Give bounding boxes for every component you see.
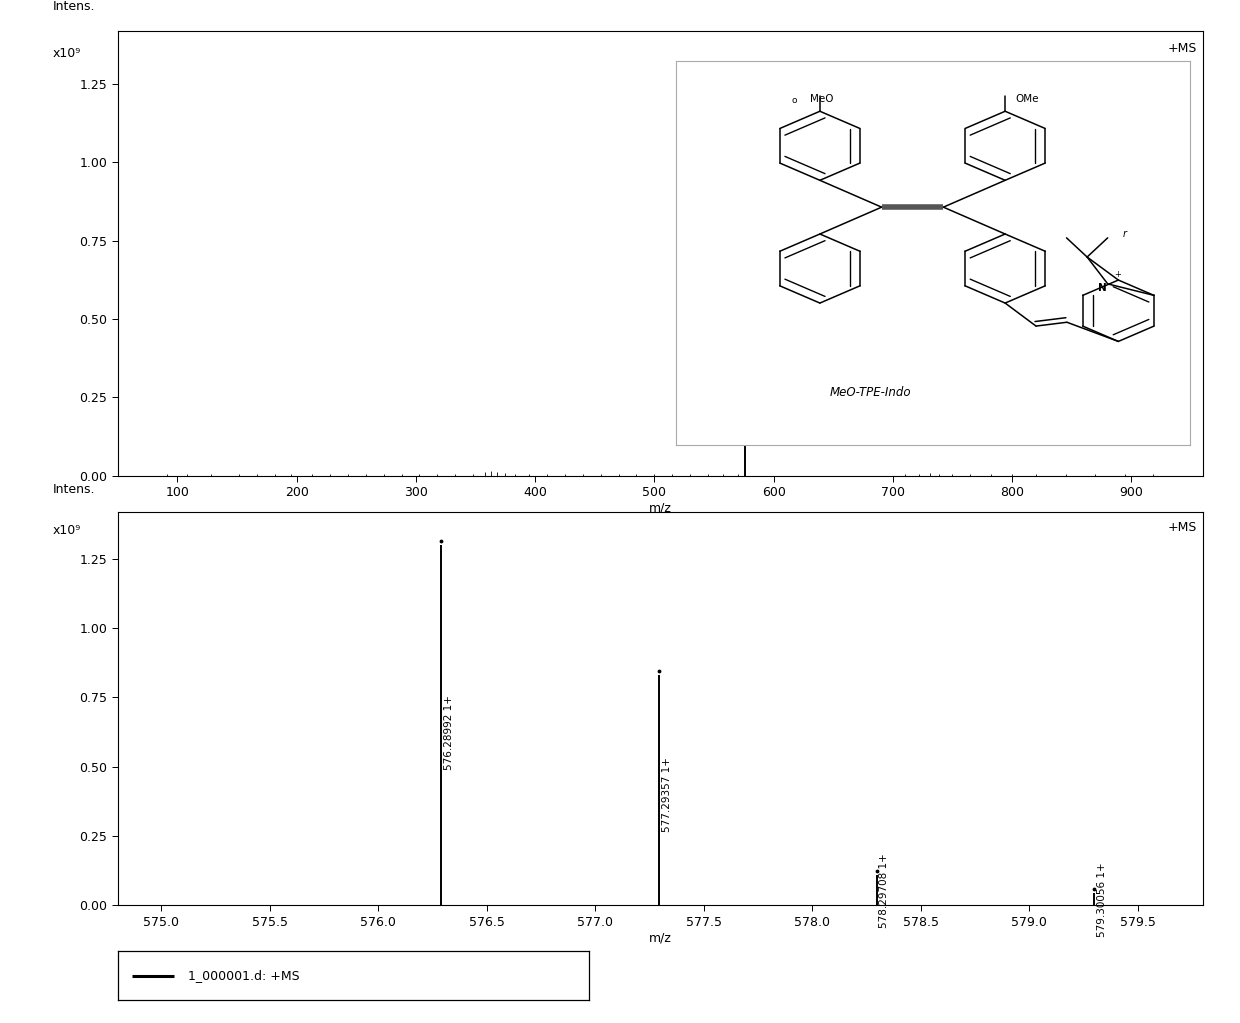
Text: MeO: MeO — [810, 93, 833, 103]
Text: 578.29708 1+: 578.29708 1+ — [879, 853, 889, 928]
Text: Intens.: Intens. — [52, 483, 95, 496]
Text: +MS: +MS — [1168, 42, 1198, 55]
Text: x10⁹: x10⁹ — [52, 47, 81, 59]
X-axis label: m/z: m/z — [649, 502, 672, 515]
Text: r: r — [1123, 229, 1127, 239]
Text: +MS: +MS — [1168, 522, 1198, 534]
Text: Intens.: Intens. — [52, 0, 95, 13]
X-axis label: m/z: m/z — [649, 932, 672, 944]
Text: MeO-TPE-Indo: MeO-TPE-Indo — [831, 386, 911, 399]
Text: 576.28992 1+: 576.28992 1+ — [444, 695, 454, 769]
Text: N: N — [1099, 282, 1107, 293]
Text: 1_000001.d: +MS: 1_000001.d: +MS — [188, 970, 300, 982]
Text: 576.28992 1+: 576.28992 1+ — [748, 242, 758, 317]
Text: +: + — [1115, 270, 1121, 279]
Text: 577.29357 1+: 577.29357 1+ — [662, 757, 672, 833]
Text: OMe: OMe — [1016, 93, 1039, 103]
Text: 579.30056 1+: 579.30056 1+ — [1097, 862, 1107, 937]
Text: o: o — [791, 96, 797, 105]
Text: x10⁹: x10⁹ — [52, 524, 81, 537]
